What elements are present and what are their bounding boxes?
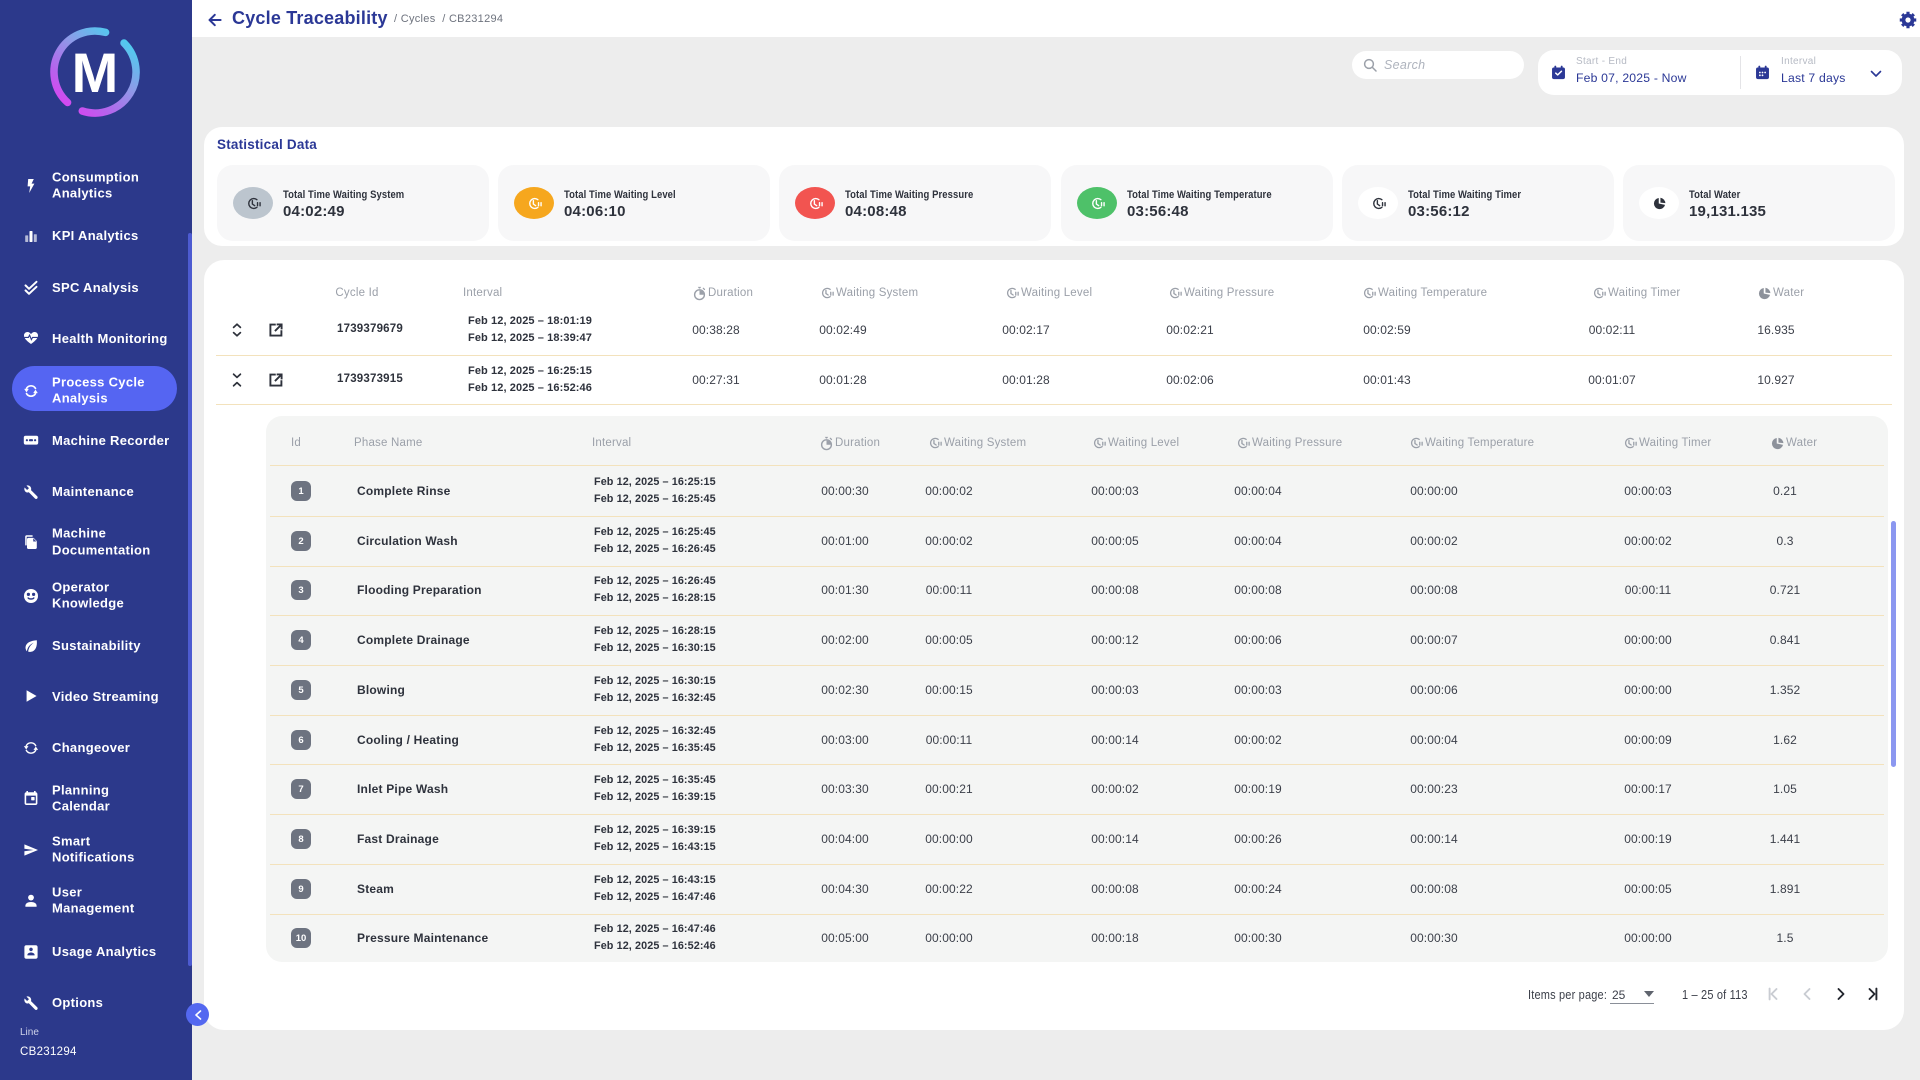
svg-text:M: M (72, 41, 119, 104)
